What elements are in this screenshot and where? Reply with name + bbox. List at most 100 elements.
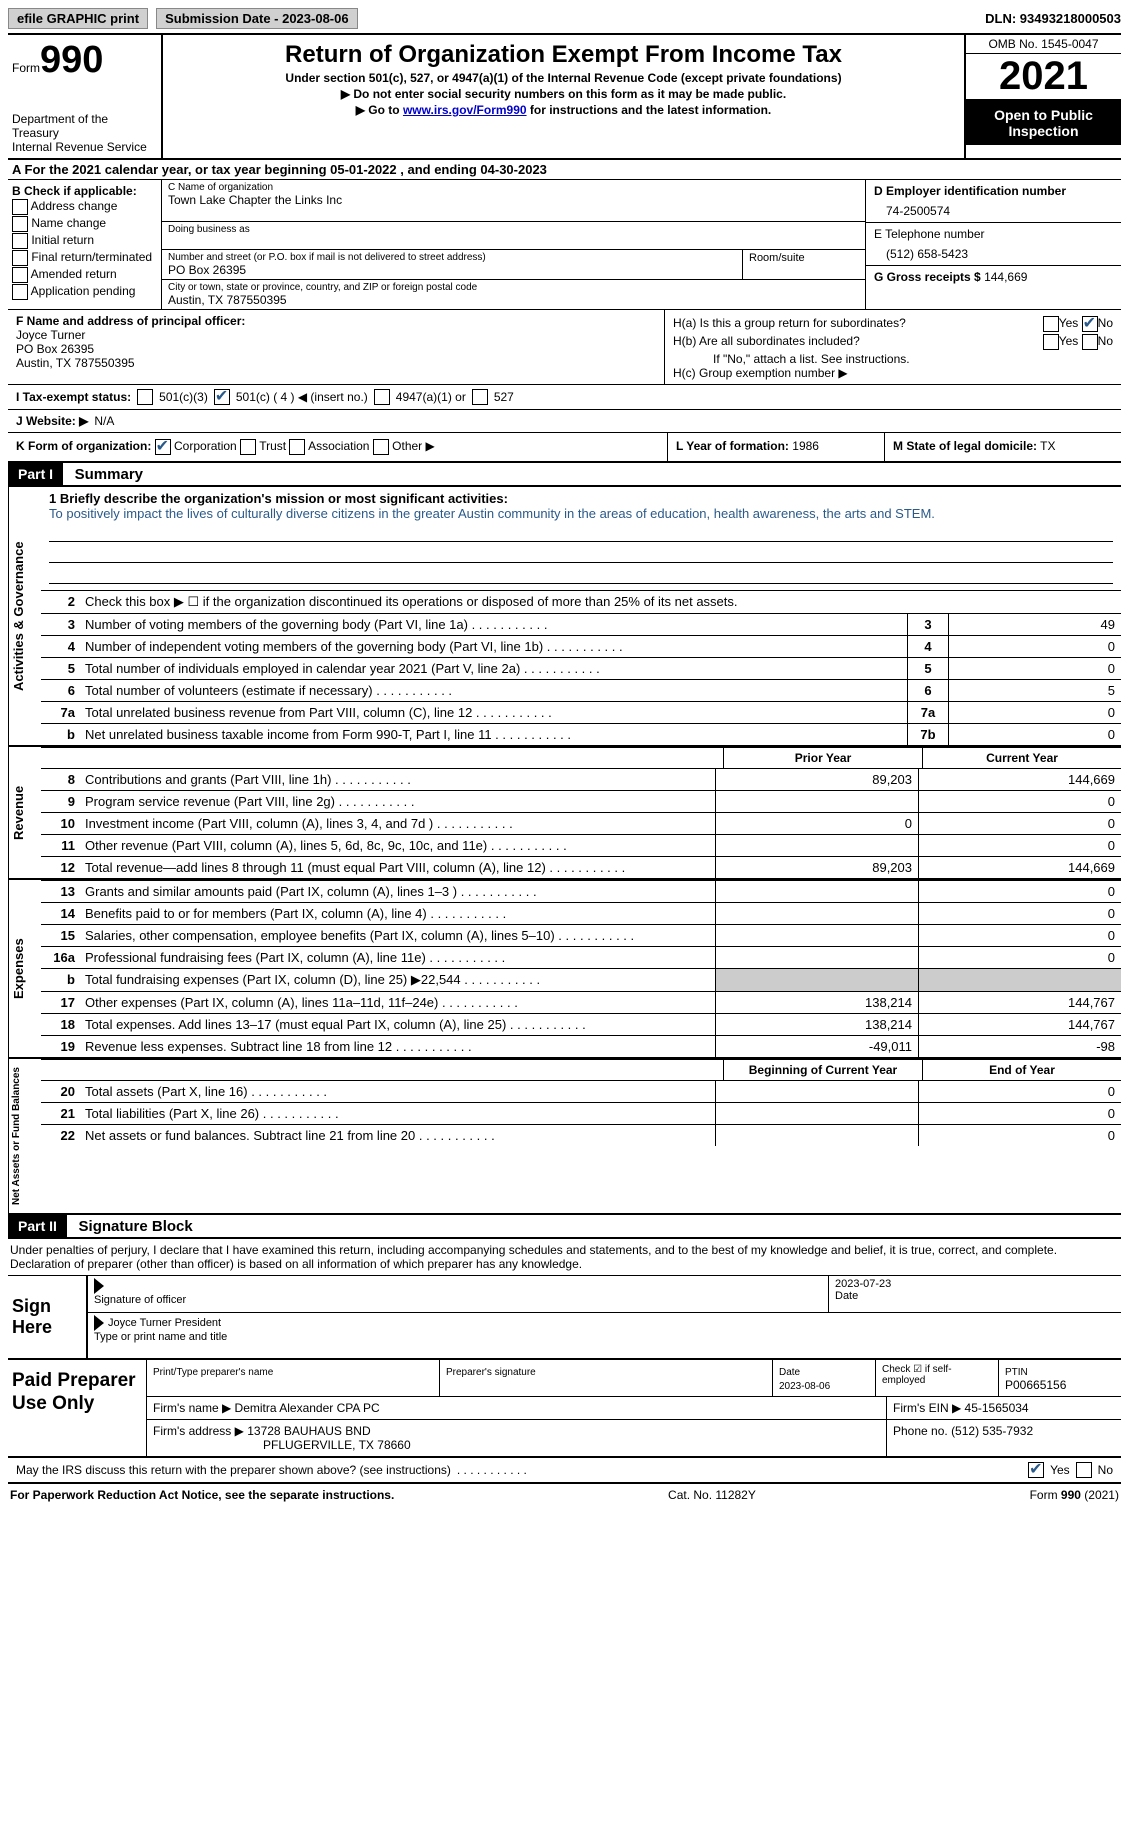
line-num: 5 [41,658,81,679]
check-amended[interactable]: Amended return [12,267,157,283]
line-current: 0 [918,835,1121,856]
check-pending[interactable]: Application pending [12,284,157,300]
line-2-num: 2 [41,591,81,613]
line-prior [715,903,918,924]
col-f-officer: F Name and address of principal officer:… [8,310,664,384]
vlabel-expenses: Expenses [8,880,41,1057]
line-desc: Total fundraising expenses (Part IX, col… [81,969,715,991]
i-527[interactable]: 527 [494,390,514,404]
line-row: 19 Revenue less expenses. Subtract line … [41,1035,1121,1057]
line-boxnum: 6 [907,680,948,701]
i-501c3[interactable]: 501(c)(3) [159,390,208,404]
firm-addr1: 13728 BAUHAUS BND [247,1424,370,1438]
gross-label: G Gross receipts $ [874,270,981,284]
current-year-header: Current Year [922,748,1121,768]
line-boxnum: 3 [907,614,948,635]
line-desc: Number of voting members of the governin… [81,614,907,635]
col-b-checkboxes: B Check if applicable: Address change Na… [8,180,162,309]
ein-value: 74-2500574 [874,198,1113,218]
line-current [918,969,1121,991]
line-desc: Grants and similar amounts paid (Part IX… [81,881,715,902]
line-num: 10 [41,813,81,834]
efile-button[interactable]: efile GRAPHIC print [8,8,148,29]
line-desc: Program service revenue (Part VIII, line… [81,791,715,812]
line-prior: 138,214 [715,1014,918,1035]
net-assets-section: Net Assets or Fund Balances Beginning of… [8,1059,1121,1215]
check-self-employed[interactable]: Check ☑ if self-employed [876,1360,999,1396]
sign-here-row: Sign Here Signature of officer 2023-07-2… [8,1276,1121,1360]
part-1-header-row: Part I Summary [8,463,1121,487]
org-city: Austin, TX 787550395 [168,293,859,307]
line-val: 0 [948,636,1121,657]
line-prior: 89,203 [715,857,918,878]
m-value: TX [1040,439,1055,453]
tel-value: (512) 658-5423 [874,241,1113,261]
k-assoc[interactable]: Association [308,439,369,453]
line-current: 0 [918,1081,1121,1102]
line-desc: Investment income (Part VIII, column (A)… [81,813,715,834]
col-c-org-info: C Name of organization Town Lake Chapter… [162,180,865,309]
hb-note: If "No," attach a list. See instructions… [673,352,1113,366]
k-trust[interactable]: Trust [259,439,286,453]
hc-label: H(c) Group exemption number ▶ [673,366,1113,380]
prep-date-label: Date [779,1367,800,1378]
line-desc: Total liabilities (Part X, line 26) [81,1103,715,1124]
line-num: 8 [41,769,81,790]
line-num: 20 [41,1081,81,1102]
line-desc: Benefits paid to or for members (Part IX… [81,903,715,924]
line-prior: 89,203 [715,769,918,790]
ha-label: H(a) Is this a group return for subordin… [673,316,906,332]
irs-link[interactable]: www.irs.gov/Form990 [403,103,527,117]
room-suite-label: Room/suite [743,250,865,279]
line-boxnum: 4 [907,636,948,657]
line-num: 11 [41,835,81,856]
hb-yes[interactable]: Yes [1059,334,1079,348]
phone-value: (512) 535-7932 [951,1424,1033,1438]
line-prior [715,835,918,856]
line-desc: Total assets (Part X, line 16) [81,1081,715,1102]
ha-yes[interactable]: Yes [1059,316,1079,330]
check-initial[interactable]: Initial return [12,233,157,249]
row-a-tax-year: A For the 2021 calendar year, or tax yea… [8,160,1121,180]
line-desc: Other expenses (Part IX, column (A), lin… [81,992,715,1013]
subtitle-1: Under section 501(c), 527, or 4947(a)(1)… [171,71,956,85]
k-other[interactable]: Other ▶ [392,439,435,453]
check-address[interactable]: Address change [12,199,157,215]
check-final[interactable]: Final return/terminated [12,250,157,266]
line-current: 144,767 [918,992,1121,1013]
type-name-label: Type or print name and title [94,1331,227,1343]
line-desc: Professional fundraising fees (Part IX, … [81,947,715,968]
line-num: 13 [41,881,81,902]
discuss-yes[interactable]: Yes [1050,1463,1070,1477]
line-row: 7a Total unrelated business revenue from… [41,701,1121,723]
line-current: 0 [918,1103,1121,1124]
firm-name-label: Firm's name ▶ [153,1401,231,1415]
line-num: b [41,969,81,991]
hb-no[interactable]: No [1098,334,1113,348]
line-row: 17 Other expenses (Part IX, column (A), … [41,991,1121,1013]
mission-label: 1 Briefly describe the organization's mi… [49,491,508,506]
i-4947[interactable]: 4947(a)(1) or [396,390,466,404]
i-501c[interactable]: 501(c) ( 4 ) ◀ (insert no.) [236,390,368,404]
line-val: 0 [948,724,1121,745]
discuss-text: May the IRS discuss this return with the… [16,1463,451,1477]
check-name[interactable]: Name change [12,216,157,232]
city-label: City or town, state or province, country… [168,282,859,293]
ha-no[interactable]: No [1098,316,1113,330]
line-prior [715,1081,918,1102]
line-prior [715,1125,918,1146]
k-corp[interactable]: Corporation [174,439,237,453]
line-prior [715,925,918,946]
mission-text: To positively impact the lives of cultur… [49,506,1113,521]
line-row: 9 Program service revenue (Part VIII, li… [41,790,1121,812]
firm-addr-label: Firm's address ▶ [153,1424,244,1438]
firm-addr2: PFLUGERVILLE, TX 78660 [153,1438,411,1452]
l-label: L Year of formation: [676,439,789,453]
phone-label: Phone no. [893,1424,948,1438]
discuss-no[interactable]: No [1098,1463,1113,1477]
footer-left: For Paperwork Reduction Act Notice, see … [10,1488,394,1502]
line-num: 6 [41,680,81,701]
col-d-ein: D Employer identification number 74-2500… [865,180,1121,309]
top-bar: efile GRAPHIC print Submission Date - 20… [8,8,1121,35]
j-label: J Website: ▶ [16,414,88,428]
